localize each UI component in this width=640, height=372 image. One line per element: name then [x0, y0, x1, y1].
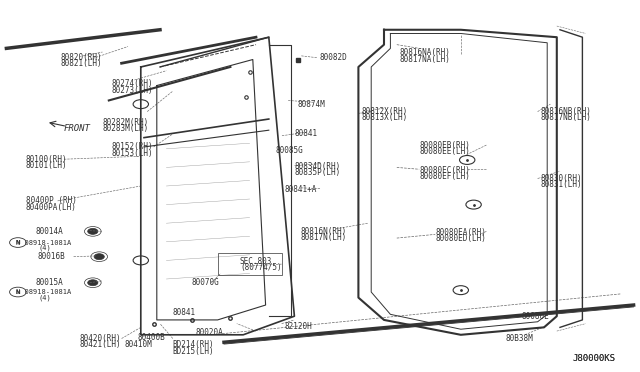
Text: 80812X(RH): 80812X(RH) — [362, 107, 408, 116]
Text: 80817NB(LH): 80817NB(LH) — [541, 113, 591, 122]
Text: J80000KS: J80000KS — [573, 355, 616, 363]
Text: N: N — [15, 240, 20, 245]
Text: 80841+A: 80841+A — [285, 185, 317, 194]
Text: 82120H: 82120H — [285, 322, 312, 331]
Text: 80283M(LH): 80283M(LH) — [102, 124, 148, 133]
Text: 80101(LH): 80101(LH) — [26, 161, 67, 170]
Text: 80080EB(RH): 80080EB(RH) — [419, 141, 470, 150]
Text: 80070G: 80070G — [192, 278, 220, 287]
Text: 80282M(RH): 80282M(RH) — [102, 118, 148, 126]
Text: 80421(LH): 80421(LH) — [80, 340, 122, 349]
Text: (4): (4) — [38, 294, 51, 301]
Text: 80816NA(RH): 80816NA(RH) — [400, 48, 451, 57]
Text: 80816NB(RH): 80816NB(RH) — [541, 107, 591, 116]
Text: 80817NA(LH): 80817NA(LH) — [400, 55, 451, 64]
Text: 80400B: 80400B — [138, 333, 165, 342]
Text: 80400PA(LH): 80400PA(LH) — [26, 203, 76, 212]
Text: N 08918-1081A: N 08918-1081A — [16, 240, 71, 246]
Text: J80000KS: J80000KS — [573, 355, 616, 363]
Text: 80830(RH): 80830(RH) — [541, 174, 582, 183]
Text: 80835P(LH): 80835P(LH) — [294, 168, 340, 177]
Text: 80B38M: 80B38M — [506, 334, 533, 343]
Text: (4): (4) — [38, 245, 51, 251]
Text: (80774/5): (80774/5) — [240, 263, 282, 272]
Circle shape — [94, 254, 104, 260]
Text: 80813X(LH): 80813X(LH) — [362, 113, 408, 122]
Text: 80816N(RH): 80816N(RH) — [301, 227, 347, 236]
Text: 80410M: 80410M — [125, 340, 152, 349]
Text: 80100(RH): 80100(RH) — [26, 155, 67, 164]
Text: 80080EE(LH): 80080EE(LH) — [419, 147, 470, 156]
FancyBboxPatch shape — [218, 253, 282, 275]
Text: 80831(LH): 80831(LH) — [541, 180, 582, 189]
Text: 80080ED(LH): 80080ED(LH) — [435, 234, 486, 243]
Text: 80080EC(RH): 80080EC(RH) — [419, 166, 470, 174]
Text: 80085G: 80085G — [275, 146, 303, 155]
Text: 80016B: 80016B — [37, 252, 65, 261]
Text: 80420(RH): 80420(RH) — [80, 334, 122, 343]
Text: FRONT: FRONT — [64, 124, 91, 133]
Circle shape — [88, 228, 98, 234]
Text: 80817N(LH): 80817N(LH) — [301, 233, 347, 242]
Circle shape — [88, 280, 98, 286]
Text: 80820(RH): 80820(RH) — [61, 53, 102, 62]
Text: 80841: 80841 — [173, 308, 196, 317]
Text: N 08918-1081A: N 08918-1081A — [16, 289, 71, 295]
Text: 80821(LH): 80821(LH) — [61, 60, 102, 68]
Text: 80152(RH): 80152(RH) — [112, 142, 154, 151]
Text: 80080EA(RH): 80080EA(RH) — [435, 228, 486, 237]
Text: 80014A: 80014A — [35, 227, 63, 236]
Text: 80153(LH): 80153(LH) — [112, 149, 154, 158]
Text: 80874M: 80874M — [298, 100, 325, 109]
Text: 80834D(RH): 80834D(RH) — [294, 162, 340, 171]
Text: 80080EF(LH): 80080EF(LH) — [419, 172, 470, 181]
Text: 80400P (RH): 80400P (RH) — [26, 196, 76, 205]
Text: 80080E: 80080E — [522, 312, 549, 321]
Text: 80020A: 80020A — [195, 328, 223, 337]
Text: 80841: 80841 — [294, 129, 317, 138]
Text: 80274(RH): 80274(RH) — [112, 79, 154, 88]
Text: 80273(LH): 80273(LH) — [112, 86, 154, 94]
Text: 80015A: 80015A — [35, 278, 63, 287]
Text: N: N — [15, 289, 20, 295]
Text: 80082D: 80082D — [320, 53, 348, 62]
Text: BD214(RH): BD214(RH) — [173, 340, 214, 349]
Text: BD215(LH): BD215(LH) — [173, 347, 214, 356]
Text: SEC.803: SEC.803 — [240, 257, 273, 266]
